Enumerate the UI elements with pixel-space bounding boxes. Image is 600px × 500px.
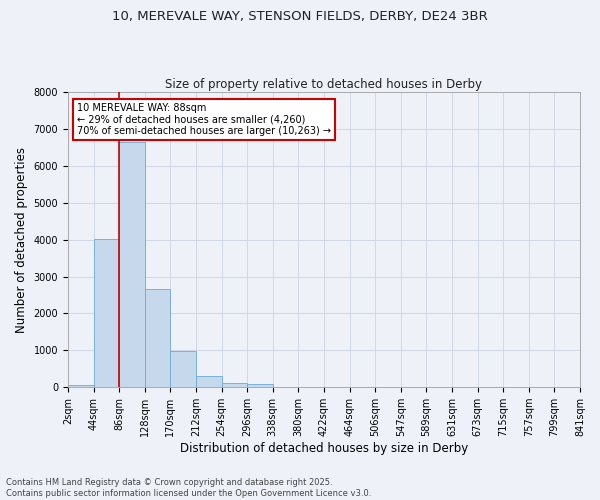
Bar: [94, 240, 119, 387]
Title: Size of property relative to detached houses in Derby: Size of property relative to detached ho…: [166, 78, 482, 91]
Text: Contains HM Land Registry data © Crown copyright and database right 2025.
Contai: Contains HM Land Registry data © Crown c…: [6, 478, 371, 498]
Bar: [68, 386, 94, 387]
Bar: [170, 351, 196, 387]
Bar: [119, 142, 145, 387]
Bar: [196, 376, 221, 387]
Text: 10, MEREVALE WAY, STENSON FIELDS, DERBY, DE24 3BR: 10, MEREVALE WAY, STENSON FIELDS, DERBY,…: [112, 10, 488, 23]
Bar: [221, 383, 247, 387]
Bar: [247, 384, 273, 387]
X-axis label: Distribution of detached houses by size in Derby: Distribution of detached houses by size …: [180, 442, 468, 455]
Y-axis label: Number of detached properties: Number of detached properties: [15, 146, 28, 332]
Text: 10 MEREVALE WAY: 88sqm
← 29% of detached houses are smaller (4,260)
70% of semi-: 10 MEREVALE WAY: 88sqm ← 29% of detached…: [77, 103, 331, 136]
Bar: [145, 290, 170, 387]
